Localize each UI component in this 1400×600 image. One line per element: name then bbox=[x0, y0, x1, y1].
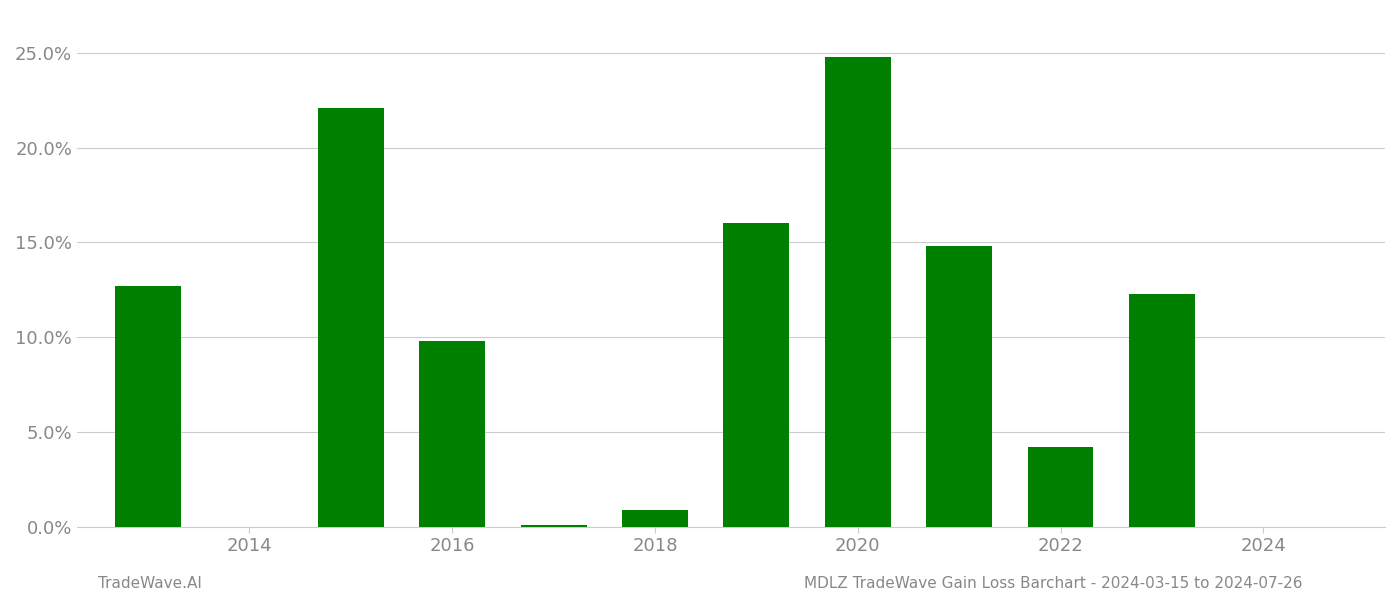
Bar bbox=[1128, 293, 1194, 527]
Bar bbox=[724, 223, 790, 527]
Bar bbox=[622, 509, 687, 527]
Bar bbox=[927, 246, 993, 527]
Bar bbox=[825, 56, 890, 527]
Bar bbox=[1028, 447, 1093, 527]
Bar bbox=[419, 341, 486, 527]
Text: MDLZ TradeWave Gain Loss Barchart - 2024-03-15 to 2024-07-26: MDLZ TradeWave Gain Loss Barchart - 2024… bbox=[804, 576, 1302, 591]
Bar bbox=[318, 108, 384, 527]
Bar bbox=[115, 286, 181, 527]
Bar bbox=[521, 524, 587, 527]
Text: TradeWave.AI: TradeWave.AI bbox=[98, 576, 202, 591]
